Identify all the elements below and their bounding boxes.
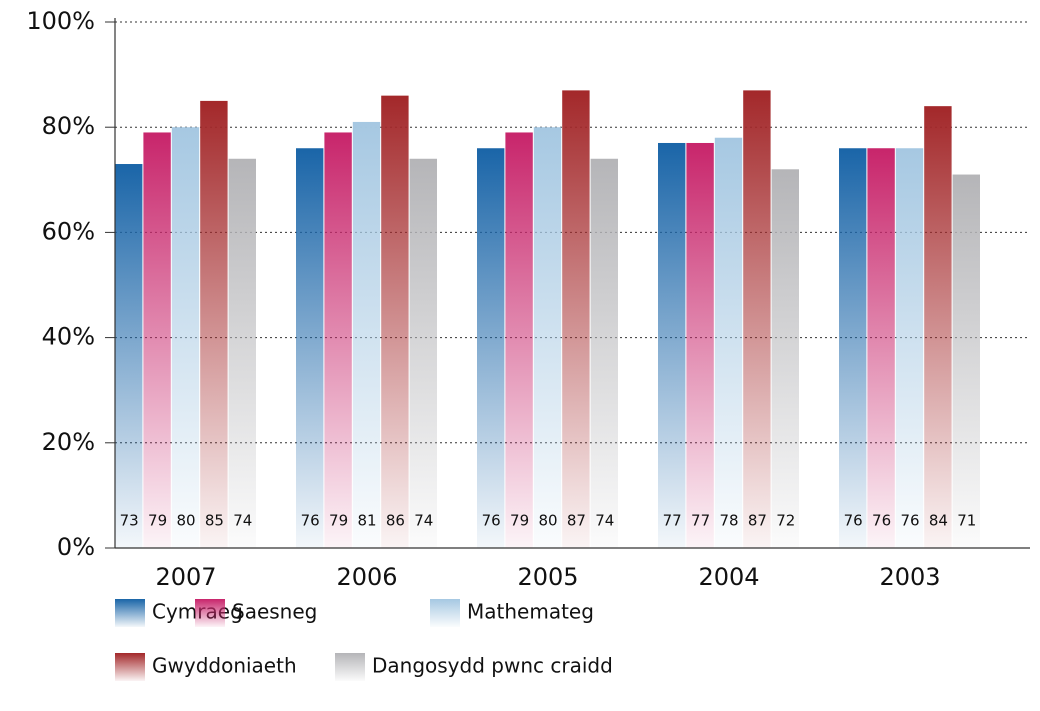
- data-label: 85: [205, 512, 224, 530]
- bar: [839, 148, 867, 549]
- bar: [533, 127, 562, 548]
- legend-label: Dangosydd pwnc craidd: [372, 654, 613, 678]
- bar: [924, 106, 952, 548]
- data-label: 81: [357, 512, 376, 530]
- bar: [381, 95, 409, 548]
- data-label: 76: [844, 512, 863, 530]
- bar: [296, 148, 324, 549]
- data-label: 79: [510, 512, 529, 530]
- legend-swatch: [115, 599, 145, 627]
- legend-label: Saesneg: [232, 600, 317, 624]
- bar: [771, 169, 799, 548]
- data-label: 74: [595, 512, 614, 530]
- data-label: 79: [148, 512, 167, 530]
- data-label: 74: [414, 512, 433, 530]
- bar: [895, 148, 924, 549]
- bar: [477, 148, 505, 549]
- data-label: 76: [872, 512, 891, 530]
- data-label: 76: [900, 512, 919, 530]
- data-label: 71: [957, 512, 976, 530]
- data-label: 79: [329, 512, 348, 530]
- bar: [658, 142, 686, 549]
- data-label: 84: [929, 512, 948, 530]
- x-tick-label: 2006: [336, 563, 397, 591]
- bar: [324, 132, 352, 548]
- bar: [200, 100, 228, 549]
- data-label: 72: [776, 512, 795, 530]
- data-label: 77: [663, 512, 682, 530]
- legend-swatch: [115, 653, 145, 681]
- legend-label: Mathemateg: [467, 600, 594, 624]
- data-label: 74: [233, 512, 252, 530]
- bar: [171, 127, 200, 548]
- data-label: 73: [120, 512, 139, 530]
- bar: [590, 158, 618, 548]
- y-tick-label: 0%: [57, 533, 95, 561]
- data-label: 77: [691, 512, 710, 530]
- data-label: 87: [567, 512, 586, 530]
- data-label: 76: [301, 512, 320, 530]
- data-label: 76: [482, 512, 501, 530]
- data-label: 87: [748, 512, 767, 530]
- bar: [867, 148, 895, 549]
- bar: [409, 158, 437, 548]
- y-tick-label: 60%: [42, 217, 95, 245]
- y-tick-label: 100%: [26, 7, 95, 35]
- x-tick-label: 2005: [517, 563, 578, 591]
- x-tick-label: 2007: [155, 563, 216, 591]
- legend-label: Gwyddoniaeth: [152, 654, 297, 678]
- data-label: 80: [176, 512, 195, 530]
- bar: [714, 137, 743, 548]
- x-tick-label: 2004: [698, 563, 759, 591]
- legend-swatch: [430, 599, 460, 627]
- bar: [143, 132, 171, 548]
- y-tick-label: 80%: [42, 112, 95, 140]
- bar: [743, 90, 771, 548]
- bar: [115, 164, 143, 548]
- bar: [505, 132, 533, 548]
- bar: [686, 142, 714, 549]
- data-label: 86: [386, 512, 405, 530]
- data-label: 80: [538, 512, 557, 530]
- bar: [228, 158, 256, 548]
- bar: [562, 90, 590, 548]
- x-tick-label: 2003: [879, 563, 940, 591]
- data-label: 78: [719, 512, 738, 530]
- bar: [352, 121, 381, 548]
- bar: [952, 174, 980, 549]
- legend-swatch: [195, 599, 225, 627]
- legend-swatch: [335, 653, 365, 681]
- y-tick-label: 40%: [42, 323, 95, 351]
- y-tick-label: 20%: [42, 428, 95, 456]
